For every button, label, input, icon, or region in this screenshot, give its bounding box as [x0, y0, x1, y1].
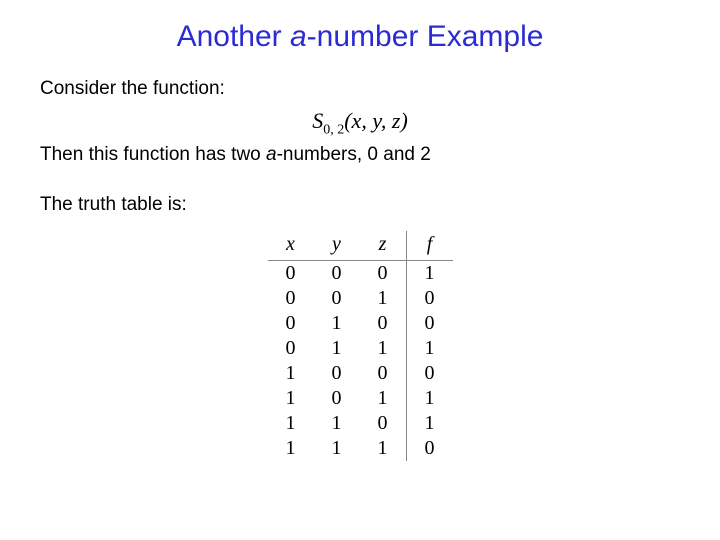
- col-f: f: [406, 231, 453, 261]
- col-y: y: [314, 231, 360, 261]
- truth-table-body: 0 0 0 1 0 0 1 0 0 1 0 0 0 1 1 1: [268, 261, 453, 462]
- truth-table: x y z f 0 0 0 1 0 0 1 0 0 1 0: [268, 231, 453, 461]
- intro-line1: Consider the function:: [40, 76, 680, 102]
- table-row: 1 0 1 1: [268, 386, 453, 411]
- table-row: 0 0 0 1: [268, 261, 453, 287]
- col-x: x: [268, 231, 314, 261]
- intro-line2: Then this function has two a-numbers, 0 …: [40, 142, 680, 168]
- col-z: z: [360, 231, 407, 261]
- function-expression: S0, 2(x, y, z): [40, 106, 680, 140]
- intro-line2-pre: Then this function has two: [40, 144, 266, 165]
- function-symbol: S: [312, 108, 323, 133]
- function-subscript: 0, 2: [323, 122, 344, 137]
- table-row: 1 1 0 1: [268, 411, 453, 436]
- table-row: 0 1 0 0: [268, 311, 453, 336]
- intro-line2-ital: a: [266, 144, 277, 165]
- truth-table-header-row: x y z f: [268, 231, 453, 261]
- truth-table-container: x y z f 0 0 0 1 0 0 1 0 0 1 0: [40, 231, 680, 461]
- table-row: 1 1 1 0: [268, 436, 453, 461]
- table-row: 1 0 0 0: [268, 361, 453, 386]
- intro-line2-post: -numbers, 0 and 2: [277, 144, 431, 165]
- title-ital: a: [290, 20, 307, 53]
- intro-block: Consider the function: S0, 2(x, y, z) Th…: [40, 76, 680, 168]
- truth-table-label: The truth table is:: [40, 192, 680, 218]
- title-pre: Another: [177, 20, 290, 53]
- slide-title: Another a-number Example: [40, 20, 680, 54]
- title-post: -number Example: [307, 20, 544, 53]
- table-row: 0 1 1 1: [268, 336, 453, 361]
- table-row: 0 0 1 0: [268, 286, 453, 311]
- function-args: (x, y, z): [344, 108, 408, 133]
